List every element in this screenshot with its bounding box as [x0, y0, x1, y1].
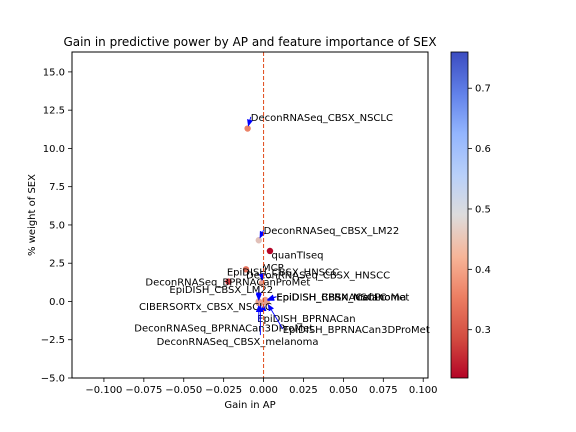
- annotation-label: EpiDISH_BPRNACan3DProMet: [283, 325, 430, 336]
- annotation-arrow: [259, 229, 266, 239]
- scatter-point-quantiseq: [266, 247, 274, 255]
- annotation-label: DeconRNASeq_BPRNACanProMet: [145, 277, 310, 288]
- colorbar-tick-label: 0.7: [475, 84, 491, 95]
- y-tick-label: 0.0: [49, 297, 65, 308]
- annotation-label: EpiDISH_CBSX_melanoma: [276, 293, 406, 304]
- annotation-label: EpiDISH_CBSX_NSCLC: [276, 293, 386, 304]
- y-tick-label: 15.0: [43, 67, 65, 78]
- plot-frame: [71, 51, 429, 379]
- y-tick-label: 12.5: [43, 106, 65, 117]
- x-tick-label: −0.050: [165, 385, 202, 396]
- annotation-label: DeconRNASeq_CBSX_NSCLC: [251, 113, 393, 124]
- y-tick-label: −5.0: [41, 374, 65, 385]
- x-tick-label: 0.075: [369, 385, 398, 396]
- x-tick-label: 0.025: [289, 385, 318, 396]
- x-tick-label: −0.025: [205, 385, 242, 396]
- annotation-label: EpiDISH_CBSX_LM22: [169, 285, 273, 296]
- y-tick-label: 2.5: [49, 259, 65, 270]
- x-tick-label: 0.050: [329, 385, 358, 396]
- annotation-arrow: [267, 295, 277, 301]
- scatter-point-deconrnaseq-cbsx-nsclc: [244, 125, 251, 132]
- plot-area: [72, 52, 428, 378]
- scatter-point-deconrnaseq-cbsx-lm22: [255, 237, 262, 244]
- annotation-label: EpiDISH_CBSX_HNSCC: [227, 267, 339, 278]
- colorbar-tick-label: 0.5: [475, 204, 491, 215]
- x-tick-label: −0.075: [125, 385, 162, 396]
- y-tick-label: 5.0: [49, 220, 65, 231]
- colorbar: [450, 51, 469, 379]
- annotation-arrow: [267, 303, 284, 330]
- annotation-label: CIBERSORTx_CBSX_NSCLC: [139, 302, 272, 313]
- y-tick-label: 7.5: [49, 182, 65, 193]
- annotation-label: EpiDISH_BPRNACanProMet: [276, 293, 409, 304]
- x-tick-label: 0.100: [409, 385, 438, 396]
- chart-title: Gain in predictive power by AP and featu…: [63, 35, 436, 49]
- annotation-label: quanTIseq: [272, 251, 324, 262]
- y-tick-label: −2.5: [41, 335, 65, 346]
- colorbar-tick-label: 0.3: [475, 325, 491, 336]
- x-axis-label: Gain in AP: [224, 400, 275, 411]
- x-tick-label: −0.100: [85, 385, 122, 396]
- annotation-label: DeconRNASeq_CBSX_HNSCC: [246, 271, 390, 282]
- y-axis-label: % weight of SEX: [27, 174, 38, 256]
- annotation-label: EpiDISH_BPRNACan: [257, 314, 355, 325]
- scatter-point-deconrnaseq-cbsx-hnscc: [242, 266, 250, 273]
- y-tick-label: 10.0: [43, 144, 65, 155]
- scatter-point-epidish-cbsx-hnscc: [225, 278, 232, 285]
- annotation-label: DeconRNASeq_CBSX_LM22: [264, 226, 400, 237]
- x-tick-label: 0.000: [249, 385, 278, 396]
- annotation-label: DeconRNASeq_CBSX_melanoma: [157, 337, 319, 348]
- annotation-arrow: [247, 116, 253, 127]
- annotation-label: MCP: [262, 263, 284, 274]
- colorbar-tick-label: 0.6: [475, 144, 491, 155]
- annotation-label: DeconRNASeq_BPRNACan3DProMet: [134, 323, 313, 334]
- colorbar-tick-label: 0.4: [475, 265, 491, 276]
